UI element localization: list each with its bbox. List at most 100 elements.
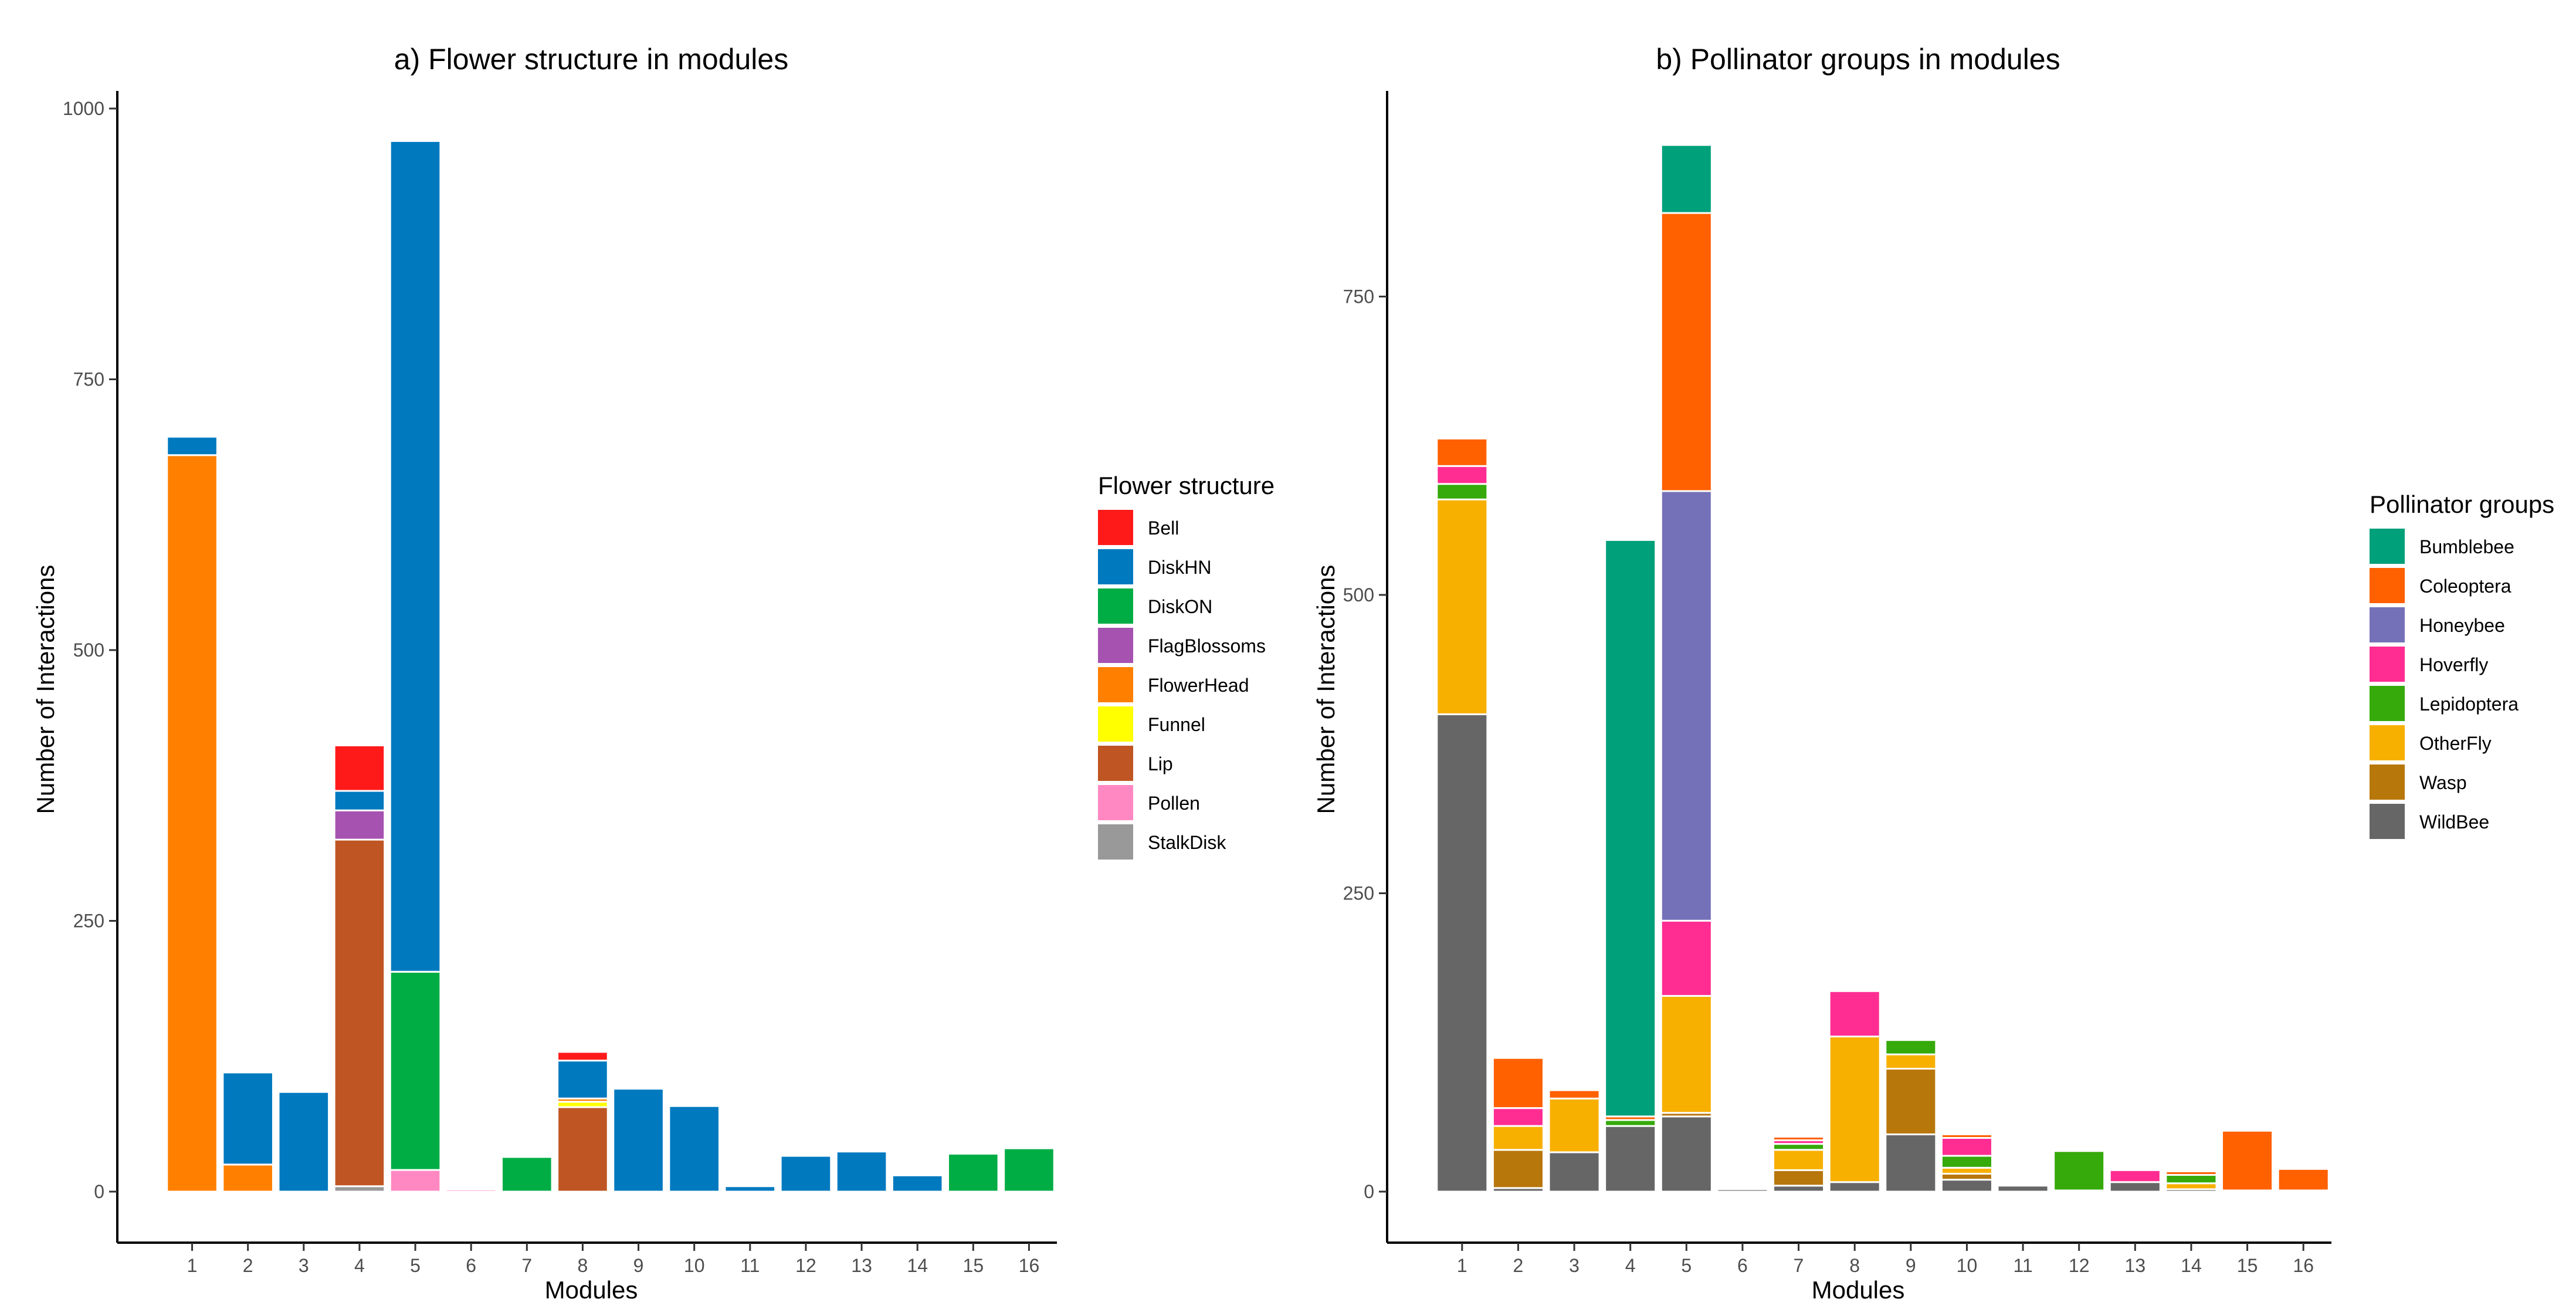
chart-b-x-tick-label: 12 xyxy=(2069,1255,2090,1276)
chart-b-bar-hoverfly-5 xyxy=(1660,919,1713,997)
chart-b-bar-wildbee-1 xyxy=(1436,713,1489,1193)
chart-a-x-tick-label: 16 xyxy=(1019,1255,1040,1276)
chart-b-legend-label-wasp: Wasp xyxy=(2419,772,2467,793)
chart-a-bar-diskhn-9 xyxy=(612,1088,665,1193)
chart-a-legend-label-funnel: Funnel xyxy=(1148,714,1205,735)
chart-b-x-tick-label: 7 xyxy=(1794,1255,1804,1276)
chart-a-x-tick-label: 7 xyxy=(521,1255,532,1276)
chart-b-legend-label-hoverfly: Hoverfly xyxy=(2419,654,2488,675)
chart-a-legend: Bell DiskHN DiskON FlagBlossoms FlowerHead Fu… xyxy=(1098,510,1266,860)
chart-a-y-tick-label: 250 xyxy=(73,911,104,932)
chart-b-bar-coleoptera-10 xyxy=(1940,1133,1993,1139)
chart-b-bar-otherfly-2 xyxy=(1492,1125,1544,1151)
chart-b-y-tick-label: 0 xyxy=(1364,1181,1374,1202)
chart-b-title: b) Pollinator groups in modules xyxy=(1656,43,2060,76)
chart-a-bar-flowerhead-2 xyxy=(222,1163,274,1193)
chart-a-legend-label-pollen: Pollen xyxy=(1148,793,1200,814)
chart-a-legend-label-stalkdisk: StalkDisk xyxy=(1148,832,1226,853)
chart-b-bar-otherfly-7 xyxy=(1772,1149,1825,1171)
chart-a-legend-swatch-flagblossoms xyxy=(1098,628,1133,663)
chart-b-bar-otherfly-5 xyxy=(1660,994,1713,1114)
chart-a-bar-bell-8 xyxy=(557,1051,609,1062)
chart-a-x-tick-label: 9 xyxy=(633,1255,644,1276)
chart-b-y-tick-label: 750 xyxy=(1343,286,1374,307)
chart-a-legend-swatch-diskhn xyxy=(1098,549,1133,584)
chart-a-legend-label-flagblossoms: FlagBlossoms xyxy=(1148,635,1266,657)
panel-b: b) Pollinator groups in modules Number o… xyxy=(1312,43,2554,1304)
chart-a-legend-label-lip: Lip xyxy=(1148,753,1173,774)
chart-b-bar-otherfly-9 xyxy=(1884,1053,1937,1070)
chart-a-x-tick-label: 15 xyxy=(963,1255,984,1276)
chart-b-legend-swatch-otherfly xyxy=(2370,725,2405,760)
chart-b-x-tick-label: 3 xyxy=(1569,1255,1580,1276)
chart-a-y-tick-label: 500 xyxy=(73,640,104,661)
chart-b-bar-wasp-2 xyxy=(1492,1149,1544,1189)
chart-b-x-tick-label: 8 xyxy=(1849,1255,1860,1276)
chart-b-bar-wasp-9 xyxy=(1884,1067,1937,1135)
chart-b-legend-swatch-bumblebee xyxy=(2370,529,2405,564)
chart-a-bar-diskhn-1 xyxy=(166,435,218,456)
chart-b-x-tick-label: 5 xyxy=(1681,1255,1692,1276)
chart-b-x-tick-label: 6 xyxy=(1737,1255,1748,1276)
chart-a-ylabel: Number of Interactions xyxy=(32,565,59,814)
chart-b-bar-bumblebee-5 xyxy=(1660,144,1713,214)
chart-b-bar-otherfly-10 xyxy=(1940,1166,1993,1175)
chart-b-bar-coleoptera-15 xyxy=(2221,1129,2274,1192)
chart-b-bar-lepidoptera-1 xyxy=(1436,483,1489,500)
chart-a-legend-swatch-bell xyxy=(1098,510,1133,545)
chart-b-bar-wildbee-3 xyxy=(1548,1151,1601,1193)
chart-a-y-tick-label: 0 xyxy=(94,1181,104,1202)
chart-b-bar-coleoptera-5 xyxy=(1660,212,1713,492)
chart-b-bar-hoverfly-8 xyxy=(1828,990,1881,1038)
chart-b-bar-hoverfly-2 xyxy=(1492,1107,1544,1127)
chart-b-bar-coleoptera-14 xyxy=(2165,1170,2218,1176)
chart-b-bar-coleoptera-1 xyxy=(1436,437,1489,467)
chart-a-legend-swatch-stalkdisk xyxy=(1098,824,1133,860)
chart-b-legend-title: Pollinator groups xyxy=(2370,490,2554,518)
chart-b-bar-lepidoptera-4 xyxy=(1604,1119,1657,1127)
chart-b-x-tick-label: 1 xyxy=(1457,1255,1467,1276)
chart-b-x-tick-label: 10 xyxy=(1957,1255,1978,1276)
chart-b-bar-wildbee-4 xyxy=(1604,1125,1657,1193)
chart-a-bar-flagblossoms-4 xyxy=(333,809,386,841)
chart-b-x-tick-label: 15 xyxy=(2237,1255,2258,1276)
chart-b-legend-swatch-wasp xyxy=(2370,764,2405,800)
chart-a-bar-diskon-16 xyxy=(1003,1147,1055,1193)
chart-b-bar-honeybee-5 xyxy=(1660,490,1713,922)
chart-b-bar-wildbee-8 xyxy=(1828,1181,1881,1193)
chart-a-bar-diskon-5 xyxy=(389,970,442,1171)
chart-b-bar-wasp-7 xyxy=(1772,1169,1825,1187)
chart-b-bar-lepidoptera-12 xyxy=(2053,1150,2106,1192)
chart-b-bar-wildbee-6 xyxy=(1716,1188,1769,1193)
chart-a-legend-swatch-lip xyxy=(1098,746,1133,781)
chart-a-bar-diskhn-3 xyxy=(277,1091,330,1193)
chart-a-legend-label-diskon: DiskON xyxy=(1148,596,1212,617)
chart-a-x-tick-label: 14 xyxy=(907,1255,928,1276)
chart-a-x-tick-label: 5 xyxy=(410,1255,421,1276)
chart-a-x-tick-label: 3 xyxy=(299,1255,309,1276)
chart-a-x-tick-label: 6 xyxy=(466,1255,476,1276)
chart-a-x-tick-label: 1 xyxy=(187,1255,198,1276)
chart-b-bar-coleoptera-7 xyxy=(1772,1135,1825,1142)
chart-a-legend-swatch-funnel xyxy=(1098,706,1133,742)
chart-b-legend-swatch-honeybee xyxy=(2370,607,2405,642)
chart-b-legend-label-honeybee: Honeybee xyxy=(2419,615,2505,636)
chart-a-legend-swatch-diskon xyxy=(1098,588,1133,624)
chart-a-bar-diskhn-4 xyxy=(333,790,386,811)
chart-b-bar-coleoptera-2 xyxy=(1492,1057,1544,1109)
chart-b-bar-otherfly-14 xyxy=(2165,1182,2218,1190)
chart-a-legend-swatch-flowerhead xyxy=(1098,667,1133,702)
chart-a-bar-lip-4 xyxy=(333,838,386,1188)
chart-a-x-tick-label: 10 xyxy=(684,1255,705,1276)
chart-b-bar-wildbee-10 xyxy=(1940,1179,1993,1193)
chart-b-bar-wildbee-13 xyxy=(2109,1181,2161,1193)
chart-b-x-tick-label: 2 xyxy=(1513,1255,1524,1276)
chart-a-legend-label-flowerhead: FlowerHead xyxy=(1148,675,1249,696)
chart-b-legend-swatch-coleoptera xyxy=(2370,568,2405,603)
chart-a-x-tick-label: 13 xyxy=(851,1255,872,1276)
chart-a-bar-diskhn-5 xyxy=(389,140,442,973)
chart-b-bar-wasp-10 xyxy=(1940,1172,1993,1181)
chart-a-x-tick-label: 8 xyxy=(578,1255,588,1276)
chart-b-bar-wildbee-11 xyxy=(1997,1185,2049,1193)
